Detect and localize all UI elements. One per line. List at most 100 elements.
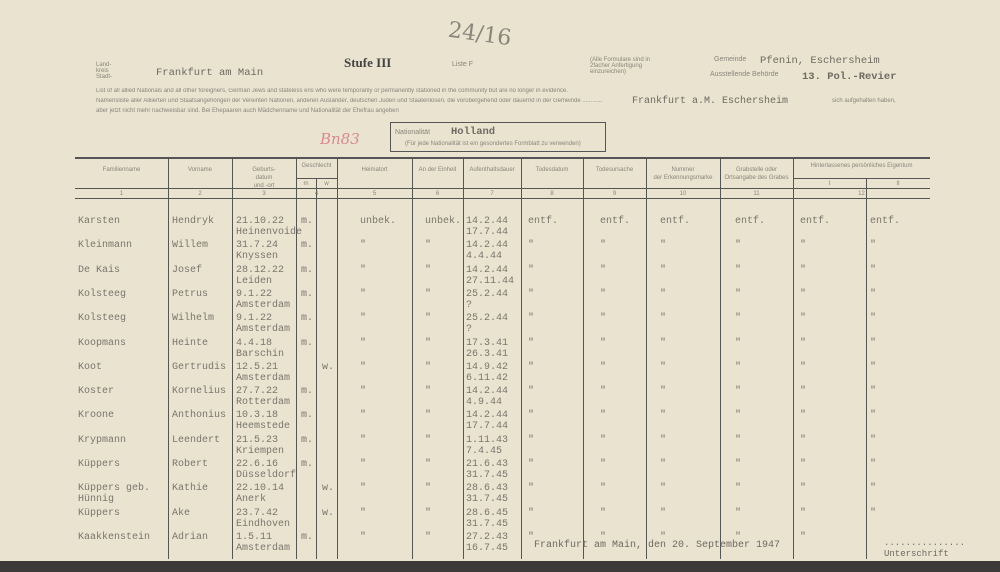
column-number: 1: [119, 191, 124, 197]
city-value: Frankfurt am Main: [156, 67, 264, 79]
stay-to: 17.7.44: [466, 227, 509, 238]
stay-from: 28.6.45: [466, 507, 509, 519]
ditto-value: entf.: [800, 216, 831, 227]
nationality-box: Nationalität Holland (Für jede Nationali…: [390, 122, 606, 152]
birth-date: 9.1.22: [236, 313, 273, 325]
column-divider: [463, 157, 464, 559]
ditto-value: ": [735, 337, 742, 349]
birth-place: Heemstede: [236, 421, 291, 433]
ditto-value: ": [870, 264, 877, 276]
ditto-value: ": [735, 240, 742, 252]
ditto-value: ": [660, 531, 667, 543]
sex-male: m.: [301, 313, 314, 325]
ditto-value: ": [800, 386, 807, 398]
column-number: 3: [262, 191, 266, 197]
sex-subrule: [296, 178, 337, 179]
first-name: Adrian: [172, 531, 209, 543]
home-town: ": [360, 459, 367, 470]
column-header: Geschlecht: [301, 163, 332, 169]
unit: unbek.: [425, 216, 462, 227]
surname: Küppers geb. Hünnig: [78, 483, 151, 506]
ditto-value: ": [800, 483, 807, 495]
stay-to: 31.7.45: [466, 494, 509, 506]
ditto-value: ": [660, 410, 667, 422]
ditto-value: ": [528, 264, 535, 276]
column-divider: [646, 157, 647, 559]
ditto-value: ": [528, 337, 535, 349]
column-number: 10: [679, 191, 687, 197]
home-town: ": [360, 507, 367, 519]
ditto-value: ": [870, 507, 877, 519]
sex-male: m.: [301, 288, 314, 300]
ditto-value: ": [528, 288, 535, 300]
unit: ": [425, 313, 432, 325]
home-town: ": [360, 288, 367, 300]
ditto-value: ": [528, 386, 535, 398]
ditto-value: ": [800, 434, 807, 446]
column-subheader: m: [303, 181, 309, 187]
home-town: ": [360, 434, 367, 446]
scan-edge: [0, 561, 1000, 572]
column-header: Geburts- datum und -ort: [252, 167, 276, 189]
behoerde-label: Ausstellende Behörde: [710, 71, 779, 78]
unit: ": [425, 507, 432, 519]
column-divider: [337, 157, 338, 559]
unit: ": [425, 288, 432, 300]
unit: ": [425, 410, 432, 422]
gemeinde-label: Gemeinde: [714, 56, 747, 63]
column-divider: [521, 157, 522, 559]
surname: Koster: [78, 386, 115, 398]
ditto-value: ": [660, 288, 667, 300]
stay-to: ?: [466, 324, 473, 336]
birth-place: Eindhoven: [236, 518, 291, 530]
ditto-value: ": [600, 313, 607, 325]
sex-male: m.: [301, 216, 314, 227]
red-handwritten-mark: Bn83: [320, 130, 360, 148]
ditto-value: entf.: [528, 216, 559, 227]
ditto-value: entf.: [600, 216, 631, 227]
ditto-value: ": [800, 410, 807, 422]
birth-place: Amsterdam: [236, 299, 291, 311]
ditto-value: entf.: [735, 216, 766, 227]
column-number: 12: [858, 191, 865, 197]
column-number: 9: [612, 191, 617, 197]
home-town: ": [360, 264, 367, 276]
ditto-value: ": [600, 240, 607, 252]
handwritten-number: 24/16: [446, 17, 513, 52]
ditto-value: ": [800, 361, 807, 373]
ditto-value: ": [735, 313, 742, 325]
home-town: ": [360, 410, 367, 422]
sex-male: m.: [301, 459, 314, 470]
intro-german-2: aber jetzt nicht mehr nachweisbar sind. …: [96, 108, 399, 114]
birth-place: Kriempen: [236, 445, 285, 457]
ditto-value: ": [528, 410, 535, 422]
column-divider: [296, 157, 297, 559]
place-date: Frankfurt am Main, den 20. September 194…: [534, 540, 781, 551]
ditto-value: ": [600, 483, 607, 495]
surname: Krypmann: [78, 434, 127, 446]
unit: ": [425, 337, 432, 349]
stay-from: 28.6.43: [466, 483, 509, 495]
stay-to: 26.3.41: [466, 348, 509, 360]
ditto-value: ": [528, 434, 535, 446]
first-name: Willem: [172, 240, 209, 252]
ditto-value: ": [735, 434, 742, 446]
home-town: ": [360, 483, 367, 495]
stay-to: 6.11.42: [466, 372, 509, 384]
column-header: Nummer der Erkennungsmarke: [653, 167, 713, 181]
birth-date: 10.3.18: [236, 410, 279, 422]
stay-from: 1.11.43: [466, 434, 509, 446]
form-title: Stufe III: [344, 55, 392, 70]
ditto-value: ": [600, 410, 607, 422]
ditto-value: ": [600, 288, 607, 300]
unit: ": [425, 264, 432, 276]
first-name: Kathie: [172, 483, 209, 495]
birth-date: 23.7.42: [236, 507, 279, 519]
birth-place: Amsterdam: [236, 324, 291, 336]
birth-place: Amsterdam: [236, 372, 291, 384]
birth-place: Rotterdam: [236, 397, 291, 409]
home-town: ": [360, 386, 367, 398]
ditto-value: entf.: [870, 216, 901, 227]
copies-note: (Alle Formulare sind in 2facher Anfertig…: [590, 57, 651, 75]
stay-from: 25.2.44: [466, 288, 509, 300]
